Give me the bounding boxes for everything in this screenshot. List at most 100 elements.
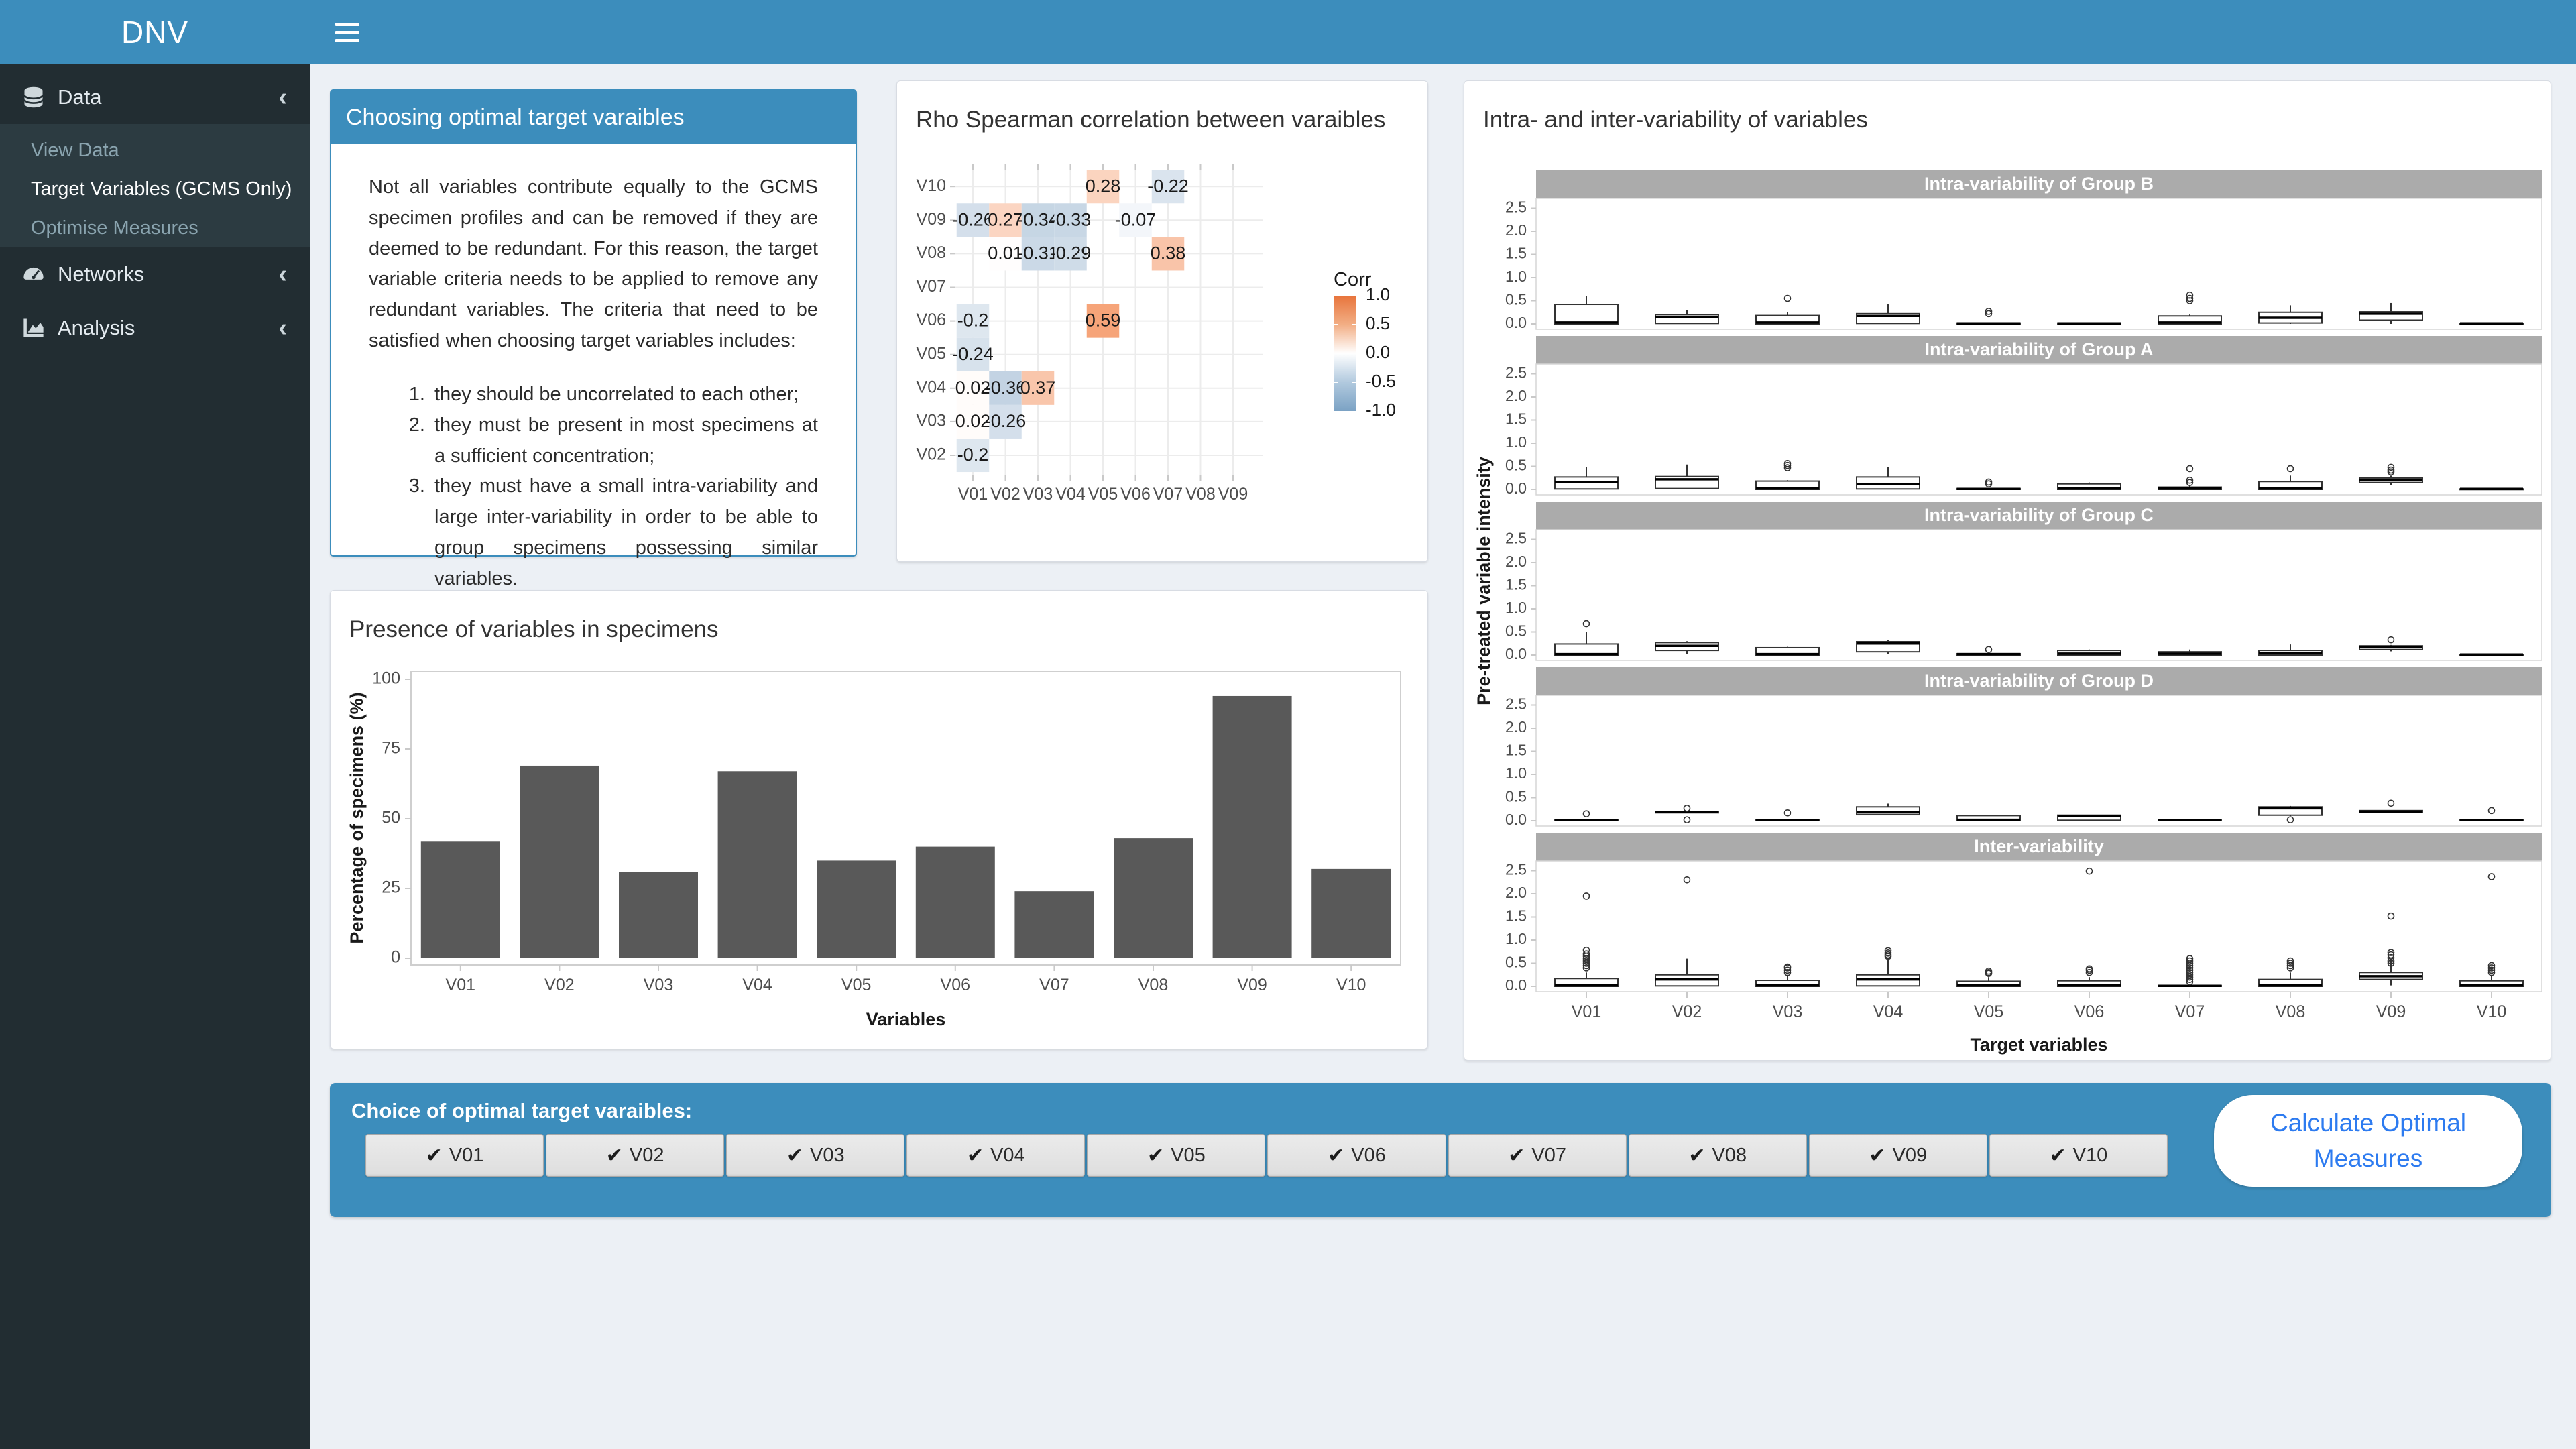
svg-text:1.0: 1.0 (1505, 268, 1527, 285)
check-icon: ✔ (425, 1144, 443, 1167)
info-box: Choosing optimal target varaibles Not al… (330, 89, 857, 589)
target-choice-label: Choice of optimal target varaibles: (351, 1099, 693, 1122)
presence-panel: Presence of variables in specimens 0 25 50… (330, 590, 1428, 1049)
svg-text:-0.22: -0.22 (1147, 176, 1189, 196)
sidebar-item-label: Data (58, 85, 102, 109)
sidebar-subitem-target-variables-gcms-only[interactable]: Target Variables (GCMS Only) (31, 178, 292, 200)
sidebar-item-label: Analysis (58, 316, 135, 339)
svg-text:V07: V07 (2175, 1002, 2205, 1021)
sidebar-item-networks[interactable]: Networks ‹ (0, 247, 310, 301)
svg-text:2.5: 2.5 (1505, 530, 1527, 547)
variability-boxplots: Intra-variability of Group B 0.0 0.5 1.0 1.5… (1474, 170, 2542, 1055)
checkbox-label: V01 (449, 1144, 484, 1166)
chevron-left-icon: ‹ (278, 83, 287, 111)
calculate-optimal-measures-button[interactable]: Calculate Optimal Measures (2214, 1095, 2522, 1187)
sidebar-submenu: View Data Target Variables (GCMS Only) Opt… (0, 124, 310, 247)
gauge-icon (21, 262, 58, 286)
svg-text:1.5: 1.5 (1505, 245, 1527, 262)
svg-text:V01: V01 (446, 976, 475, 994)
checkbox-label: V06 (1351, 1144, 1386, 1166)
svg-text:-0.34: -0.34 (1017, 209, 1059, 229)
svg-text:0.5: 0.5 (1505, 788, 1527, 805)
sidebar-subitem-view-data[interactable]: View Data (31, 139, 119, 161)
svg-text:V10: V10 (2477, 1002, 2506, 1021)
svg-text:V07: V07 (917, 277, 946, 296)
svg-text:V09: V09 (1218, 485, 1248, 504)
svg-text:1.0: 1.0 (1505, 433, 1527, 451)
top-navbar: DNV (0, 0, 2576, 64)
checkbox-v09[interactable]: ✔ V09 (1808, 1134, 1987, 1177)
svg-text:0.01: 0.01 (988, 243, 1023, 264)
checkbox-label: V08 (1712, 1144, 1747, 1166)
checkbox-v01[interactable]: ✔ V01 (365, 1134, 544, 1177)
sidebar-subitem-optimise-measures[interactable]: Optimise Measures (31, 217, 198, 239)
check-icon: ✔ (1688, 1144, 1706, 1167)
svg-text:1.0: 1.0 (1505, 764, 1527, 782)
svg-text:0.0: 0.0 (1505, 645, 1527, 662)
svg-text:Intra-variability of Group D: Intra-variability of Group D (1924, 671, 2154, 691)
svg-text:2.0: 2.0 (1505, 387, 1527, 404)
svg-text:V02: V02 (544, 976, 574, 994)
sidebar-item-data[interactable]: Data ‹ (0, 70, 310, 124)
svg-text:0.0: 0.0 (1505, 976, 1527, 994)
checkbox-v03[interactable]: ✔ V03 (726, 1134, 905, 1177)
svg-text:0.5: 0.5 (1505, 622, 1527, 640)
svg-text:2.0: 2.0 (1505, 553, 1527, 570)
checkbox-v05[interactable]: ✔ V05 (1087, 1134, 1266, 1177)
chevron-left-icon: ‹ (278, 260, 287, 288)
check-icon: ✔ (966, 1144, 984, 1167)
svg-text:50: 50 (382, 809, 400, 827)
svg-text:V09: V09 (1237, 976, 1267, 994)
checkbox-v10[interactable]: ✔ V10 (1989, 1134, 2168, 1177)
checkbox-v04[interactable]: ✔ V04 (906, 1134, 1086, 1177)
info-box-paragraph: Not all variables contribute equally to … (369, 176, 818, 352)
svg-text:V06: V06 (917, 310, 946, 329)
svg-text:1.0: 1.0 (1505, 930, 1527, 947)
svg-text:V03: V03 (917, 412, 946, 430)
svg-text:-0.26: -0.26 (952, 209, 994, 229)
checkbox-v08[interactable]: ✔ V08 (1628, 1134, 1807, 1177)
checkbox-label: V09 (1892, 1144, 1928, 1166)
variability-title: Intra- and inter-variability of variable… (1483, 107, 1868, 133)
correlation-title: Rho Spearman correlation between varaibl… (916, 107, 1386, 133)
check-icon: ✔ (1869, 1144, 1886, 1167)
checkbox-label: V07 (1531, 1144, 1566, 1166)
sidebar-item-analysis[interactable]: Analysis ‹ (0, 301, 310, 355)
svg-text:0.02: 0.02 (955, 411, 991, 431)
check-icon: ✔ (1147, 1144, 1165, 1167)
check-icon: ✔ (786, 1144, 803, 1167)
svg-text:0.27: 0.27 (988, 209, 1023, 229)
svg-text:V01: V01 (1572, 1002, 1601, 1021)
check-icon: ✔ (2049, 1144, 2066, 1167)
checkbox-v02[interactable]: ✔ V02 (546, 1134, 725, 1177)
chevron-left-icon: ‹ (278, 314, 287, 342)
svg-text:V10: V10 (1336, 976, 1366, 994)
svg-text:V09: V09 (917, 210, 946, 229)
svg-text:V03: V03 (644, 976, 673, 994)
checkbox-v07[interactable]: ✔ V07 (1448, 1134, 1627, 1177)
check-icon: ✔ (1328, 1144, 1345, 1167)
svg-text:V04: V04 (742, 976, 772, 994)
svg-text:-0.2: -0.2 (957, 445, 989, 465)
presence-title: Presence of variables in specimens (349, 616, 719, 642)
sidebar: Data ‹ View Data Target Variables (GCMS Onl… (0, 64, 310, 1449)
checkbox-v06[interactable]: ✔ V06 (1267, 1134, 1446, 1177)
svg-text:-0.26: -0.26 (985, 411, 1027, 431)
svg-text:V04: V04 (1055, 485, 1086, 504)
svg-text:Intra-variability of Group A: Intra-variability of Group A (1924, 339, 2153, 359)
svg-text:-0.29: -0.29 (1050, 243, 1092, 264)
svg-text:V06: V06 (941, 976, 970, 994)
svg-text:V08: V08 (917, 243, 946, 262)
app-logo[interactable]: DNV (0, 0, 310, 64)
svg-text:-0.2: -0.2 (957, 310, 989, 331)
svg-text:0.0: 0.0 (1505, 314, 1527, 331)
checkbox-label: V04 (990, 1144, 1025, 1166)
sidebar-toggle-button[interactable] (330, 16, 377, 48)
svg-text:V01: V01 (958, 485, 988, 504)
svg-text:0.5: 0.5 (1505, 457, 1527, 474)
correlation-heatmap: V01 V02 V03 V04 V05 V06 V07 V08 V09V02V03V04V05V… (917, 164, 1396, 504)
svg-text:75: 75 (382, 739, 400, 758)
target-choice-bar: Choice of optimal target varaibles: ✔ V01… (330, 1083, 2551, 1217)
svg-text:0.38: 0.38 (1151, 243, 1186, 264)
svg-text:V09: V09 (2376, 1002, 2406, 1021)
